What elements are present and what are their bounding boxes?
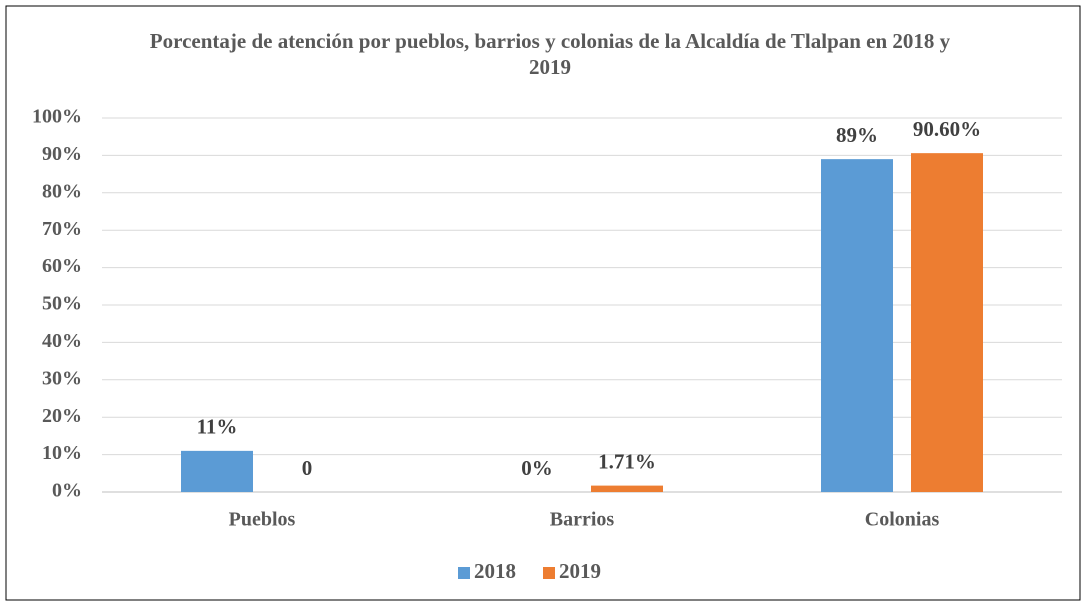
legend-label: 2018 [474, 559, 516, 583]
y-tick-label: 50% [42, 293, 82, 315]
x-tick-label: Pueblos [229, 509, 296, 531]
chart-title: Porcentaje de atención por pueblos, barr… [149, 29, 951, 79]
data-label: 11% [197, 415, 238, 439]
y-tick-label: 60% [42, 255, 82, 277]
chart-border [5, 5, 1081, 601]
bar [821, 159, 893, 492]
legend-swatch [458, 567, 470, 579]
legend-label: 2019 [559, 559, 601, 583]
y-tick-label: 30% [42, 367, 82, 389]
y-tick-label: 20% [42, 405, 82, 427]
legend-swatch [543, 567, 555, 579]
y-tick-label: 80% [42, 180, 82, 202]
y-tick-label: 100% [32, 106, 82, 128]
bar [181, 450, 253, 492]
data-label: 0 [302, 456, 313, 480]
data-label: 1.71% [598, 449, 656, 473]
y-tick-label: 70% [42, 218, 82, 240]
y-tick-label: 90% [42, 143, 82, 165]
bar [591, 485, 663, 492]
y-tick-label: 0% [52, 480, 82, 502]
data-label: 0% [521, 456, 553, 480]
y-tick-label: 40% [42, 330, 82, 352]
data-label: 89% [836, 123, 878, 147]
data-label: 90.60% [913, 117, 981, 141]
bar [911, 153, 983, 492]
y-tick-label: 10% [42, 442, 82, 464]
x-tick-label: Barrios [550, 509, 615, 531]
x-tick-label: Colonias [865, 509, 940, 531]
